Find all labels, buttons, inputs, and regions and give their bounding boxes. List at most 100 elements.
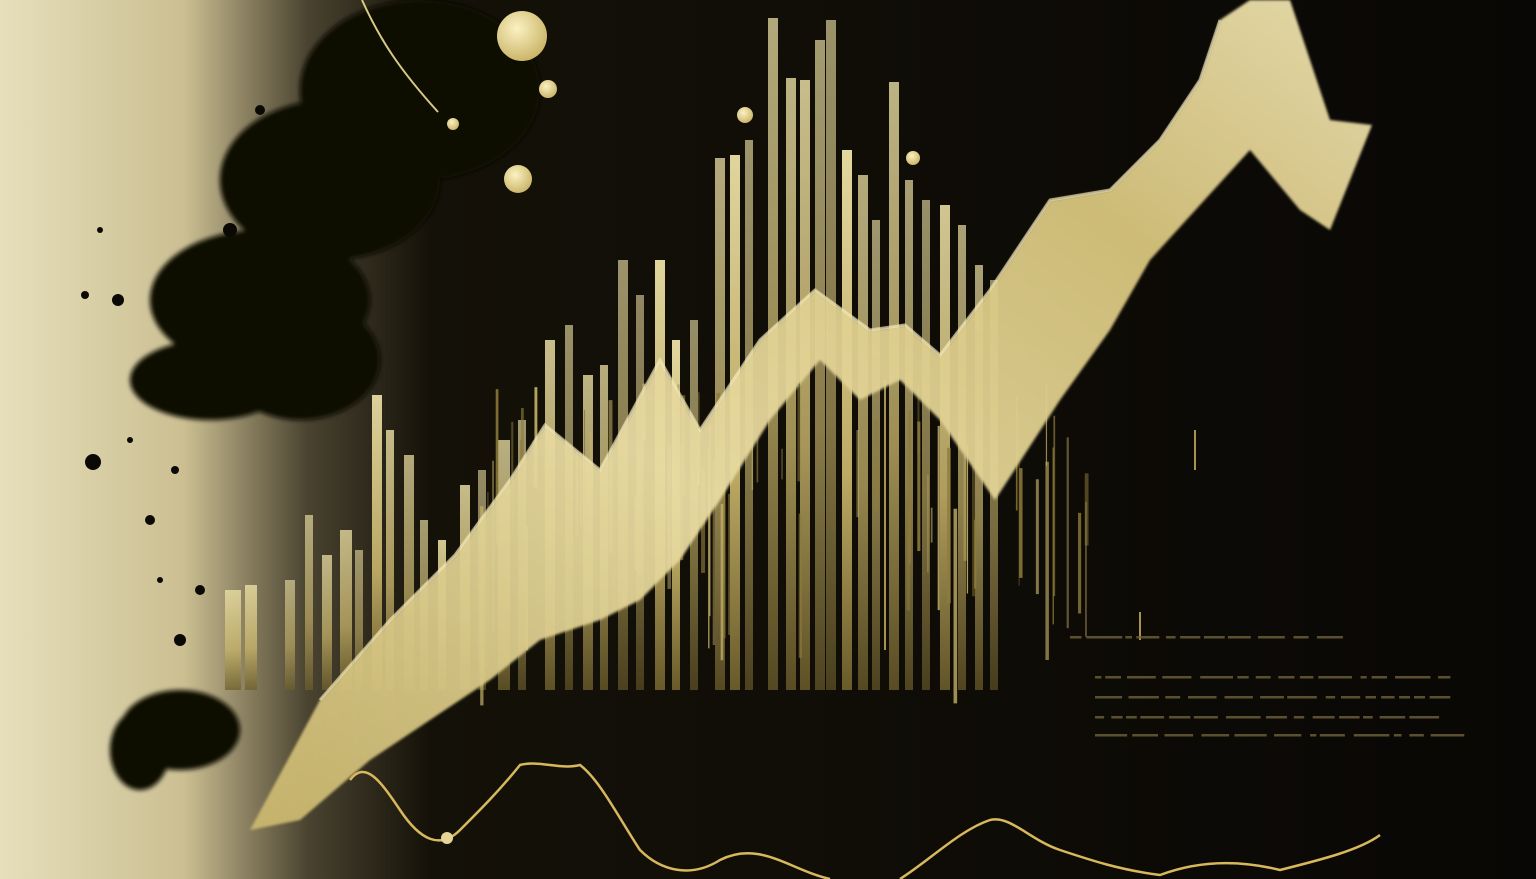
gold-dot-icon [539,80,557,98]
faint-text-mark [1339,716,1360,719]
gold-bar [285,580,295,690]
faint-text-mark [1111,716,1123,719]
faint-text-mark [1318,676,1352,679]
faint-text-mark [1258,636,1285,639]
faint-text-mark [1095,676,1102,679]
ink-specks [81,105,265,646]
gold-dot-icon [441,832,453,844]
gold-dots [447,11,920,193]
faint-text-mark [1274,734,1302,737]
faint-text-mark [1237,676,1249,679]
faint-text-mark [1325,696,1336,699]
gold-bar [340,530,352,690]
faint-text-mark [1363,716,1373,719]
faint-text-mark [1278,676,1295,679]
faint-text-mark [1162,676,1192,679]
gold-dot-icon [497,11,547,61]
gold-bar [872,220,880,690]
faint-text-mark [1140,716,1165,719]
gold-bar [889,82,899,690]
gold-bar [940,205,950,690]
faint-text-mark [1086,636,1123,639]
gold-bar [800,80,810,690]
faint-text-mark [1132,734,1158,737]
gold-bar [322,555,332,690]
faint-text-mark [1255,676,1271,679]
faint-text-mark [1070,636,1082,639]
faint-text-mark [1180,636,1201,639]
faint-text-mark [1353,734,1390,737]
faint-text-mark [1293,636,1309,639]
faint-text-mark [1136,636,1160,639]
faint-text-mark [1224,696,1253,699]
gold-bar [958,225,966,690]
faint-text-mark [1381,696,1395,699]
faint-text-mark [1125,636,1132,639]
faint-text-mark [1429,696,1451,699]
faint-text-mark [1164,734,1194,737]
faint-text-mark [1095,696,1123,699]
rising-gold-ribbon [250,0,1372,830]
faint-text-mark [1287,696,1317,699]
faint-text-mark [1409,716,1440,719]
faint-text-mark [1319,734,1345,737]
gold-bar [842,150,852,690]
gold-bar [858,175,868,690]
faint-text-mark [1201,734,1230,737]
faint-text-mark [1360,676,1367,679]
gold-bar [372,395,382,690]
gold-thread [361,0,439,113]
faint-text-mark [1395,676,1431,679]
faint-text-mark [1310,734,1317,737]
faint-text-mark [1234,734,1267,737]
faint-text-mark [1393,734,1402,737]
gold-bar [245,585,257,690]
gold-bar [975,265,983,690]
faint-text-mark [1312,716,1335,719]
faint-text-mark [1399,696,1411,699]
gold-dot-icon [504,165,532,193]
faint-text-lines [1070,636,1465,737]
faint-text-mark [1409,734,1424,737]
faint-text-mark [1095,734,1128,737]
faint-text-mark [1127,676,1156,679]
faint-text-mark [1266,716,1287,719]
faint-text-mark [1169,716,1191,719]
faint-text-mark [1293,716,1305,719]
faint-text-mark [1365,696,1376,699]
faint-text-mark [1260,696,1284,699]
gold-bar [355,550,363,690]
gold-bar [922,200,930,690]
faint-text-mark [1166,636,1176,639]
faint-text-mark [1126,716,1137,719]
faint-text-mark [1316,636,1343,639]
gold-bar [404,455,414,690]
faint-text-mark [1203,636,1225,639]
faint-text-mark [1128,696,1159,699]
bottom-gold-line [349,762,1381,879]
faint-text-mark [1341,696,1361,699]
faint-text-mark [1200,676,1233,679]
gold-dot-icon [906,151,920,165]
faint-text-mark [1379,716,1406,719]
gold-bar [305,515,313,690]
faint-text-mark [1414,696,1425,699]
gold-bar [815,40,825,690]
gold-bar [225,590,241,690]
faint-text-mark [1371,676,1387,679]
faint-text-mark [1299,676,1314,679]
ribbon-highlight [318,19,1222,701]
faint-text-mark [1438,676,1451,679]
faint-text-mark [1193,716,1218,719]
faint-text-mark [1095,716,1105,719]
faint-text-mark [1227,636,1251,639]
faint-text-mark [1226,716,1261,719]
gold-dot-icon [447,118,459,130]
faint-text-mark [1105,676,1121,679]
faint-text-mark [1188,696,1217,699]
faint-text-mark [1430,734,1465,737]
faint-text-mark [1165,696,1181,699]
gold-bar [386,430,394,690]
gold-dot-icon [737,107,753,123]
